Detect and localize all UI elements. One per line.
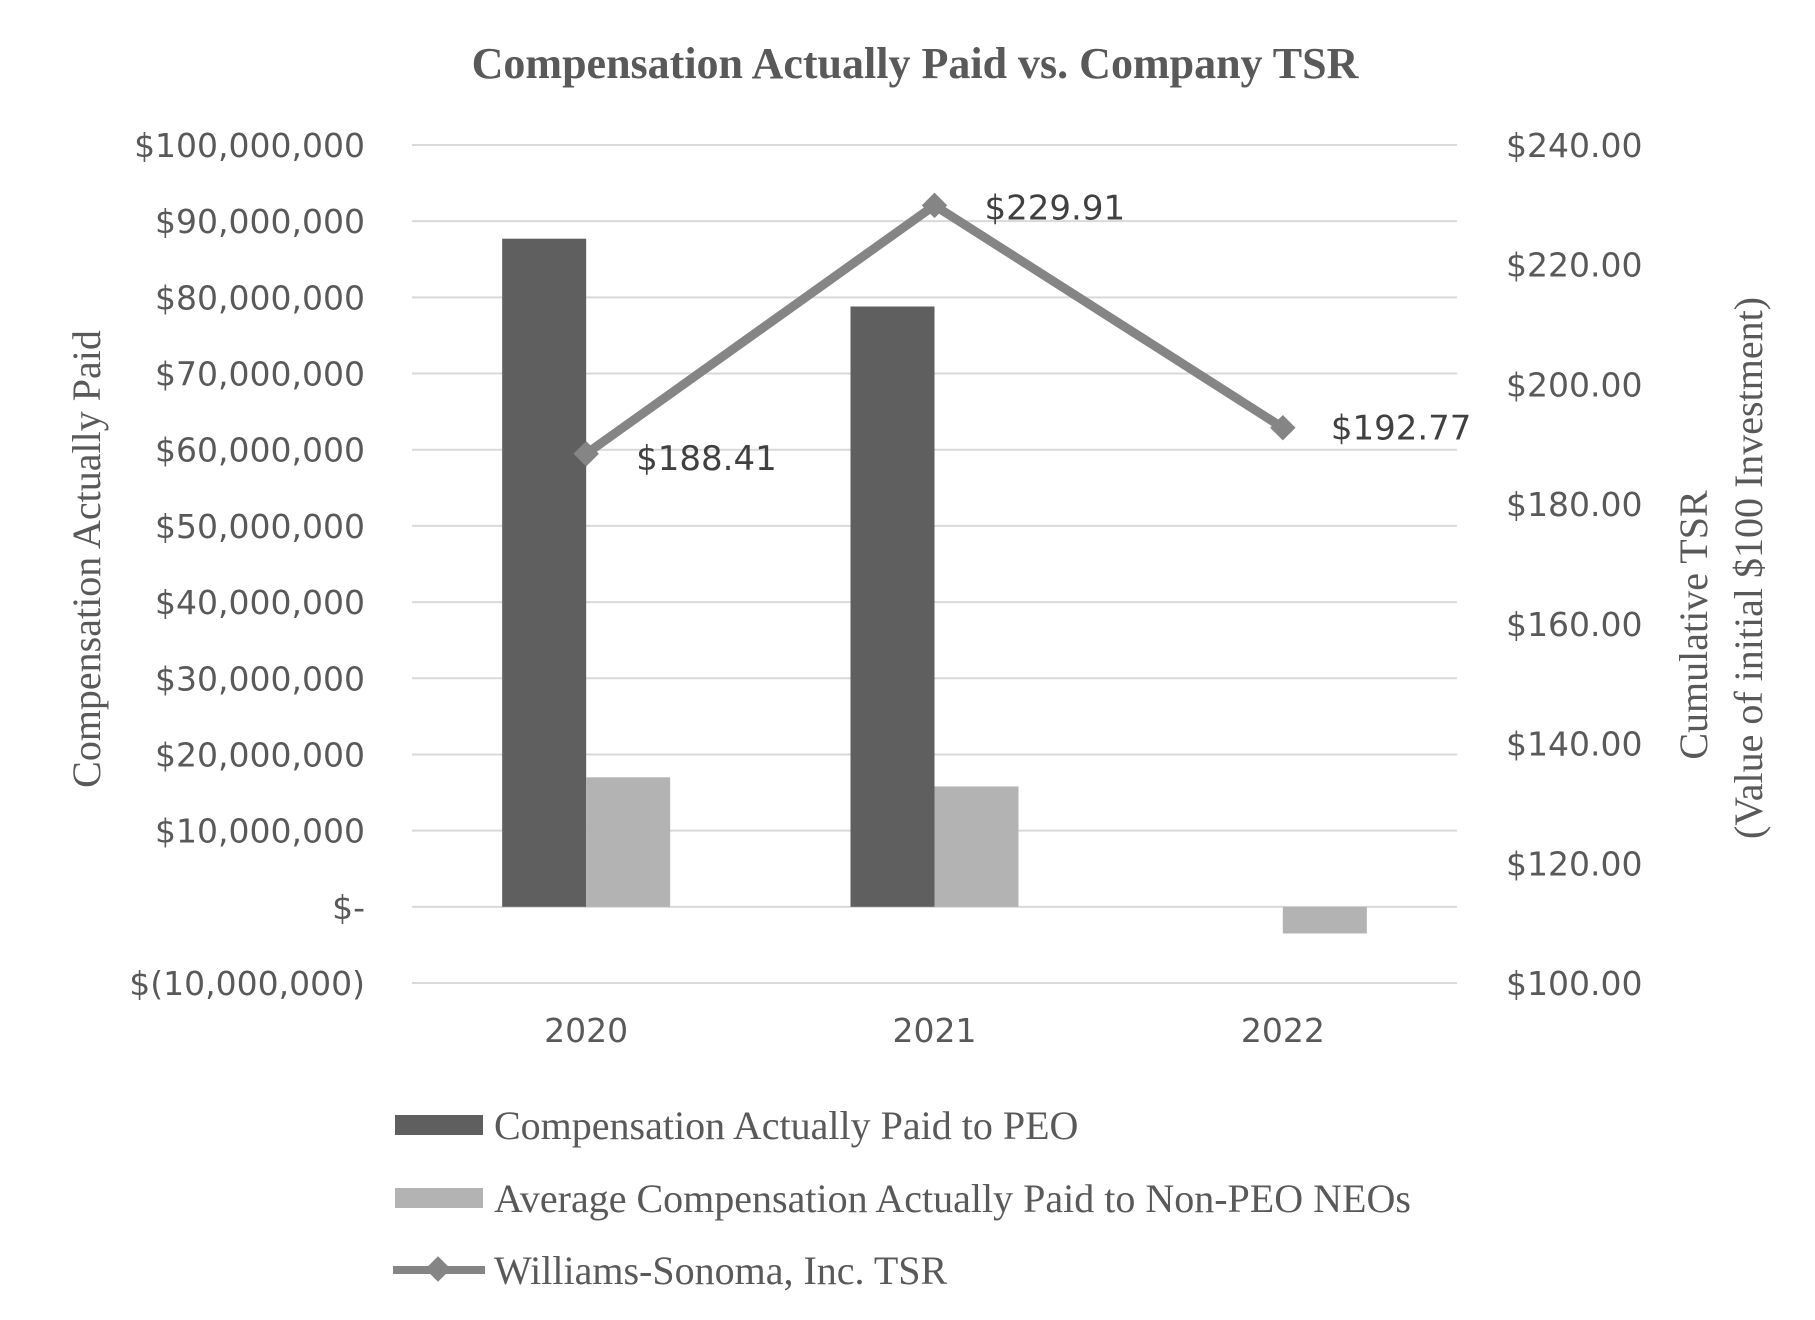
legend-swatch-non-peo	[395, 1188, 483, 1208]
y-tick-label: $-	[332, 888, 365, 927]
legend-label-tsr: Williams-Sonoma, Inc. TSR	[494, 1248, 948, 1293]
bars	[502, 238, 1367, 934]
y2-tick-label: $140.00	[1506, 725, 1642, 764]
y-tick-label: $(10,000,000)	[129, 964, 365, 1003]
tsr-data-label-2020: $188.41	[636, 439, 777, 479]
x-tick-label: 2020	[544, 1011, 628, 1050]
bar-non-peo-2021	[934, 786, 1019, 907]
y-tick-label: $100,000,000	[134, 126, 365, 165]
bar-non-peo-2022	[1282, 906, 1367, 934]
legend: Compensation Actually Paid to PEO Averag…	[393, 1103, 1411, 1293]
legend-swatch-peo	[395, 1115, 483, 1135]
chart-title: Compensation Actually Paid vs. Company T…	[472, 39, 1360, 88]
y-tick-label: $40,000,000	[155, 583, 365, 622]
bar-peo-2020	[502, 238, 587, 907]
y2-axis-title-line2: (Value of initial $100 Investment)	[1726, 297, 1771, 839]
y2-tick-label: $200.00	[1506, 365, 1642, 404]
y-tick-label: $60,000,000	[155, 431, 365, 470]
y-tick-label: $20,000,000	[155, 735, 365, 774]
legend-swatch-tsr-marker	[425, 1256, 451, 1282]
x-tick-label: 2022	[1241, 1011, 1325, 1050]
tsr-data-label-2022: $192.77	[1331, 409, 1472, 449]
bar-peo-2021	[850, 306, 935, 907]
y-axis-title: Compensation Actually Paid	[64, 330, 109, 788]
y2-tick-label: $220.00	[1506, 246, 1642, 285]
y-tick-label: $10,000,000	[155, 812, 365, 851]
y2-tick-label: $100.00	[1506, 964, 1642, 1003]
y-tick-label: $90,000,000	[155, 202, 365, 241]
bar-non-peo-2020	[586, 777, 671, 907]
y2-tick-label: $180.00	[1506, 485, 1642, 524]
y-tick-label: $70,000,000	[155, 355, 365, 394]
data-labels: $188.41 $229.91 $192.77	[636, 188, 1471, 478]
y-tick-label: $80,000,000	[155, 278, 365, 317]
y2-tick-label: $120.00	[1506, 844, 1642, 883]
y2-axis-title-line1: Cumulative TSR	[1671, 490, 1716, 760]
y-axis-ticks: $100,000,000 $90,000,000 $80,000,000 $70,00…	[129, 126, 365, 1003]
y2-tick-label: $240.00	[1506, 126, 1642, 165]
legend-label-non-peo: Average Compensation Actually Paid to No…	[494, 1176, 1411, 1221]
y-tick-label: $30,000,000	[155, 659, 365, 698]
x-axis-ticks: 2020 2021 2022	[544, 1011, 1325, 1050]
legend-label-peo: Compensation Actually Paid to PEO	[494, 1103, 1078, 1148]
tsr-marker-2021	[921, 192, 948, 219]
tsr-data-label-2021: $229.91	[985, 188, 1126, 228]
y2-tick-label: $160.00	[1506, 605, 1642, 644]
tsr-marker-2020	[573, 441, 599, 467]
x-tick-label: 2021	[893, 1011, 977, 1050]
y2-axis-ticks: $240.00 $220.00 $200.00 $180.00 $160.00 $140.…	[1506, 126, 1642, 1003]
y-tick-label: $50,000,000	[155, 507, 365, 546]
